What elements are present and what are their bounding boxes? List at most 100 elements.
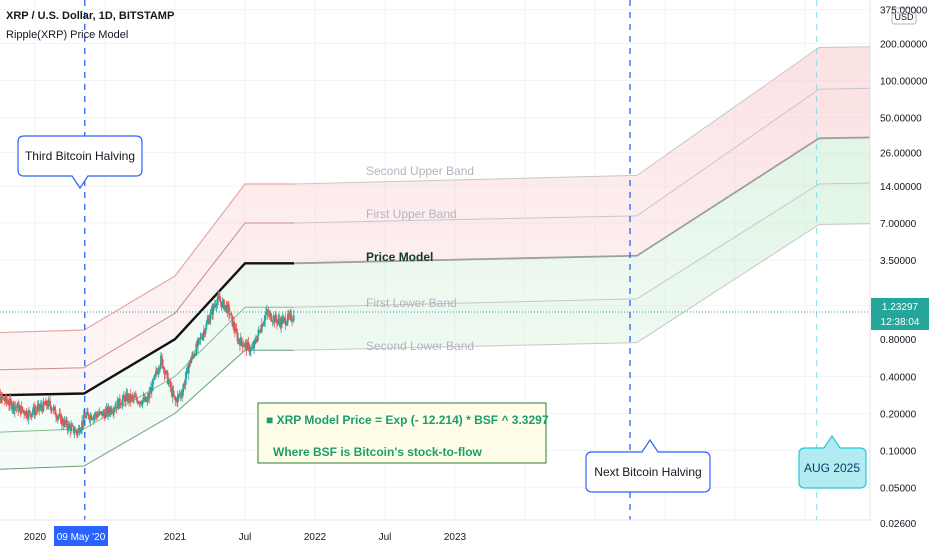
candle-body-342 bbox=[275, 315, 277, 320]
fill-upper bbox=[0, 46, 917, 370]
candle-body-274 bbox=[218, 295, 220, 298]
price-tick-2: 100.00000 bbox=[880, 77, 928, 88]
candle-body-216 bbox=[169, 380, 172, 388]
candle-body-260 bbox=[206, 321, 209, 324]
time-axis[interactable]: 2020 2021 Jul 2022 Jul 2023 09 May '20 bbox=[0, 519, 870, 550]
candle-body-220 bbox=[172, 390, 175, 396]
price-tick-0: 375.00000 bbox=[880, 6, 928, 17]
candle-body-131 bbox=[97, 414, 100, 416]
callout-aug-2025[interactable]: AUG 2025 bbox=[798, 434, 867, 489]
callout-next-halving-text: Next Bitcoin Halving bbox=[594, 465, 701, 479]
candle-body-214 bbox=[167, 381, 170, 384]
candle-body-203 bbox=[158, 369, 161, 371]
candle-body-177 bbox=[136, 399, 139, 404]
label-second-lower-band: Second Lower Band bbox=[366, 339, 474, 353]
candle-body-212 bbox=[165, 370, 168, 373]
candle-body-290 bbox=[231, 315, 234, 327]
candle-body-69 bbox=[45, 400, 48, 406]
price-axis[interactable]: USD 375.00000 200.00000 100.00000 50.00000 2… bbox=[869, 0, 932, 550]
candle-body-324 bbox=[260, 331, 262, 333]
band-line-2 bbox=[0, 262, 294, 397]
candle-body-42 bbox=[23, 410, 25, 414]
candle-body-49 bbox=[29, 410, 31, 414]
band-projection-0 bbox=[293, 45, 918, 185]
candle-body-41 bbox=[22, 410, 25, 412]
candle-body-328 bbox=[263, 320, 266, 323]
candle-body-158 bbox=[120, 404, 123, 406]
halving-markers bbox=[84, 0, 818, 520]
candle-body-271 bbox=[215, 305, 218, 306]
candle-body-136 bbox=[102, 411, 104, 416]
callout-next-halving[interactable]: Next Bitcoin Halving bbox=[585, 438, 711, 493]
candle-body-183 bbox=[141, 400, 144, 405]
candle-body-188 bbox=[145, 400, 148, 402]
candle-body-286 bbox=[228, 305, 230, 315]
candle-body-298 bbox=[238, 338, 241, 342]
label-first-upper-band: First Upper Band bbox=[366, 207, 457, 221]
candle-body-122 bbox=[90, 415, 93, 420]
candle-body-276 bbox=[219, 301, 222, 303]
price-tick-5: 14.00000 bbox=[880, 182, 922, 193]
candle-body-88 bbox=[61, 418, 64, 424]
candle-body-321 bbox=[257, 330, 260, 336]
callout-third-halving-text: Third Bitcoin Halving bbox=[25, 149, 135, 163]
candle-body-354 bbox=[285, 324, 288, 325]
candle-body-71 bbox=[47, 400, 50, 407]
candle-body-255 bbox=[202, 334, 204, 339]
candle-body-36 bbox=[18, 406, 20, 412]
candle-body-206 bbox=[160, 355, 163, 360]
candle-body-73 bbox=[49, 400, 52, 406]
candle-body-65 bbox=[42, 401, 45, 412]
countdown-value: 12:38:04 bbox=[881, 317, 920, 328]
candle-body-309 bbox=[247, 342, 250, 345]
band-projection-3 bbox=[293, 181, 918, 308]
candle-body-258 bbox=[204, 329, 207, 334]
candle-body-337 bbox=[270, 320, 273, 322]
candle-body-79 bbox=[54, 406, 57, 415]
time-tick-2: Jul bbox=[239, 532, 252, 543]
candle-body-161 bbox=[123, 395, 125, 398]
candle-body-308 bbox=[246, 342, 249, 351]
candle-body-76 bbox=[51, 409, 54, 411]
band-line-3 bbox=[0, 306, 294, 433]
candle-body-93 bbox=[66, 420, 68, 427]
candle-body-116 bbox=[85, 414, 88, 419]
candle-body-292 bbox=[233, 322, 235, 329]
candle-body-108 bbox=[78, 427, 81, 433]
band-line-1 bbox=[0, 222, 294, 371]
time-tick-4: Jul bbox=[379, 532, 392, 543]
candle-body-40 bbox=[21, 406, 24, 411]
candle-body-149 bbox=[113, 409, 115, 413]
band-fills bbox=[0, 46, 917, 470]
candle-body-31 bbox=[13, 406, 16, 411]
time-tick-1: 2021 bbox=[164, 532, 187, 543]
callout-third-halving[interactable]: Third Bitcoin Halving bbox=[17, 135, 143, 190]
candle-body-60 bbox=[38, 404, 41, 409]
candle-body-355 bbox=[286, 321, 288, 325]
candle-body-330 bbox=[265, 312, 267, 316]
candle-body-213 bbox=[166, 372, 169, 384]
candle-body-124 bbox=[92, 418, 94, 420]
candle-body-221 bbox=[173, 395, 176, 398]
candle-body-119 bbox=[87, 414, 90, 419]
candle-body-58 bbox=[36, 406, 39, 411]
candle-body-25 bbox=[8, 398, 11, 405]
candle-body-55 bbox=[34, 410, 36, 415]
candle-body-205 bbox=[160, 355, 162, 366]
candle-body-316 bbox=[253, 340, 256, 348]
price-tick-12: 0.05000 bbox=[880, 484, 917, 495]
candle-body-24 bbox=[8, 404, 10, 406]
candle-body-176 bbox=[135, 396, 138, 400]
formula-box[interactable]: ■ XRP Model Price = Exp (- 12.214) * BSF… bbox=[257, 402, 549, 464]
time-tick-3: 2022 bbox=[304, 532, 327, 543]
price-candles bbox=[0, 290, 295, 439]
band-line-0 bbox=[0, 183, 294, 334]
candle-body-57 bbox=[35, 410, 38, 412]
candle-body-310 bbox=[248, 344, 251, 352]
candle-body-118 bbox=[87, 411, 89, 415]
label-second-upper-band: Second Upper Band bbox=[366, 164, 474, 178]
candle-body-275 bbox=[218, 297, 221, 302]
candle-body-301 bbox=[240, 337, 243, 343]
